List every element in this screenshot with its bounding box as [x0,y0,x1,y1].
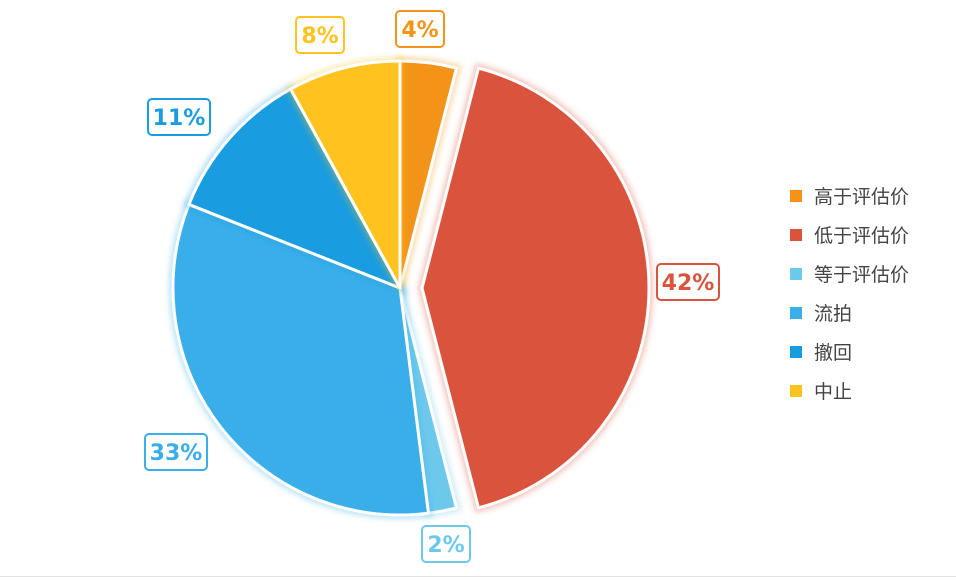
legend-item[interactable]: 流拍 [790,293,909,332]
slice-label-box [421,525,471,563]
bottom-rule [0,576,956,577]
slice-label: 2% [427,533,464,558]
legend-swatch [790,384,802,397]
slice-label-box [144,433,208,471]
legend-label: 中止 [814,381,853,403]
legend-label: 高于评估价 [814,186,910,208]
pie-slice[interactable] [289,59,402,290]
pie-slices [169,56,653,519]
legend-swatch [790,267,802,280]
legend-label: 撤回 [814,342,853,364]
slice-label: 4% [401,18,438,43]
legend-item[interactable]: 低于评估价 [790,215,909,254]
legend: 高于评估价 低于评估价 等于评估价 流拍 撤回 中止 [790,176,909,410]
slice-label-box [295,16,345,54]
legend-swatch [790,306,802,319]
slice-labels: 4% 42% 2% 33% 11% 8% [144,10,720,563]
pie-slice[interactable] [171,202,430,517]
pie-slice[interactable] [187,87,402,290]
legend-swatch [790,189,802,202]
slice-label: 42% [662,271,715,296]
legend-item[interactable]: 中止 [790,371,909,410]
slice-label: 33% [150,441,203,466]
legend-label: 低于评估价 [814,225,910,247]
legend-label: 流拍 [814,303,853,325]
slice-label-box [656,263,720,301]
legend-label: 等于评估价 [814,264,910,286]
legend-item[interactable]: 撤回 [790,332,909,371]
legend-swatch [790,228,802,241]
slice-label-box [395,10,445,48]
slice-label: 11% [153,106,206,131]
slice-label: 8% [301,24,338,49]
legend-item[interactable]: 等于评估价 [790,254,909,293]
slice-label-box [147,98,211,136]
pie-slice[interactable] [420,66,651,510]
legend-swatch [790,345,802,358]
legend-item[interactable]: 高于评估价 [790,176,909,215]
